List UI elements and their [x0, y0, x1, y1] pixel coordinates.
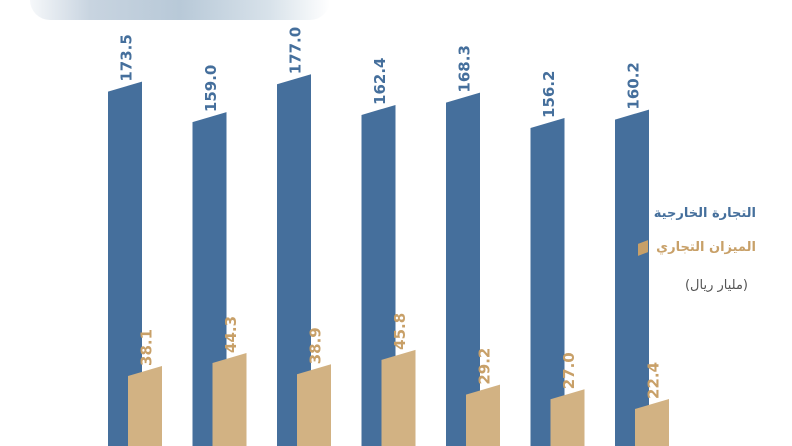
value-label-trade-4: 162.4 [371, 58, 389, 105]
bar-trade-3 [277, 74, 311, 446]
bar-balance-1 [128, 365, 162, 446]
value-label-trade-6: 156.2 [540, 71, 558, 118]
value-label-balance-7: 22.4 [645, 362, 663, 399]
value-label-balance-3: 38.9 [307, 327, 325, 364]
value-label-balance-6: 27.0 [560, 352, 578, 389]
legend-label-foreign-trade: التجارة الخارجية [653, 206, 756, 221]
value-label-trade-5: 168.3 [456, 45, 474, 92]
bar-balance-5 [466, 384, 500, 446]
value-label-balance-1: 38.1 [138, 329, 156, 366]
bar-balance-2 [212, 352, 247, 446]
legend-item-trade-balance: الميزان التجاري [638, 239, 756, 256]
value-label-balance-2: 44.3 [222, 316, 240, 353]
bar-trade-1 [108, 81, 142, 446]
value-label-trade-1: 173.5 [118, 34, 136, 81]
value-label-trade-3: 177.0 [287, 27, 305, 74]
bar-trade-6 [530, 117, 565, 446]
value-label-trade-7: 160.2 [625, 62, 643, 109]
value-label-trade-2: 159.0 [202, 65, 220, 112]
bar-balance-4 [381, 349, 416, 446]
unit-label: (مليار ريال) [684, 278, 748, 293]
legend-swatch-foreign-trade [635, 205, 646, 222]
legend-label-trade-balance: الميزان التجاري [656, 240, 756, 255]
bar-trade-5 [446, 92, 480, 446]
legend-swatch-trade-balance [638, 239, 649, 256]
containers-banner-image [30, 0, 330, 20]
value-label-balance-5: 29.2 [476, 348, 494, 385]
bar-balance-6 [550, 389, 585, 446]
bar-balance-3 [297, 364, 331, 446]
bar-balance-7 [635, 398, 669, 446]
legend-item-foreign-trade: التجارة الخارجية [635, 205, 756, 222]
value-label-balance-4: 45.8 [391, 313, 409, 350]
bar-trade-7 [615, 109, 649, 446]
